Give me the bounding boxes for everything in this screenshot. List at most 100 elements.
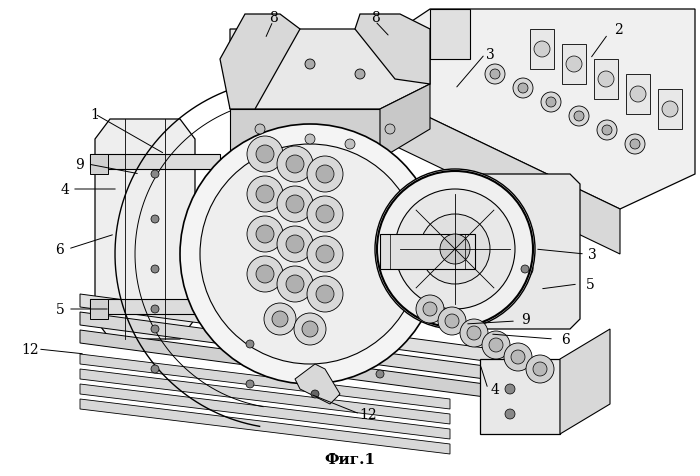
Circle shape <box>316 206 334 224</box>
Circle shape <box>247 137 283 173</box>
Circle shape <box>598 72 614 88</box>
Circle shape <box>630 87 646 103</box>
Circle shape <box>534 42 550 58</box>
Circle shape <box>490 70 500 80</box>
Polygon shape <box>90 299 108 319</box>
Polygon shape <box>658 90 682 130</box>
Circle shape <box>625 135 645 155</box>
Polygon shape <box>230 30 430 110</box>
Circle shape <box>311 390 319 398</box>
Circle shape <box>151 325 159 333</box>
Polygon shape <box>480 359 560 434</box>
Circle shape <box>662 102 678 118</box>
Polygon shape <box>230 110 380 159</box>
Circle shape <box>247 217 283 252</box>
Circle shape <box>416 296 444 323</box>
Circle shape <box>375 169 535 329</box>
Circle shape <box>246 380 254 388</box>
Text: 9: 9 <box>76 158 85 172</box>
Polygon shape <box>80 399 450 454</box>
Circle shape <box>533 362 547 376</box>
Circle shape <box>505 384 515 394</box>
Circle shape <box>438 307 466 335</box>
Text: 1: 1 <box>90 108 99 122</box>
Circle shape <box>272 311 288 327</box>
Circle shape <box>460 319 488 347</box>
Polygon shape <box>80 354 450 409</box>
Text: 2: 2 <box>614 23 622 37</box>
Circle shape <box>151 266 159 273</box>
Polygon shape <box>380 235 475 269</box>
Text: 9: 9 <box>521 312 529 327</box>
Polygon shape <box>626 75 650 115</box>
Polygon shape <box>295 364 340 404</box>
Text: 3: 3 <box>486 48 494 62</box>
Polygon shape <box>530 30 554 70</box>
Text: 6: 6 <box>561 332 569 346</box>
Circle shape <box>420 215 490 284</box>
Polygon shape <box>560 329 610 434</box>
Circle shape <box>294 313 326 345</box>
Circle shape <box>247 177 283 213</box>
Polygon shape <box>80 330 530 403</box>
Polygon shape <box>220 15 300 110</box>
Circle shape <box>264 303 296 335</box>
Circle shape <box>316 166 334 184</box>
Circle shape <box>286 236 304 253</box>
Circle shape <box>505 409 515 419</box>
Circle shape <box>504 343 532 371</box>
Circle shape <box>511 350 525 364</box>
Circle shape <box>482 331 510 359</box>
Circle shape <box>151 306 159 313</box>
Circle shape <box>602 126 612 136</box>
Circle shape <box>307 237 343 272</box>
Polygon shape <box>370 10 695 209</box>
Circle shape <box>256 266 274 283</box>
Polygon shape <box>430 10 470 60</box>
Circle shape <box>305 135 315 145</box>
Polygon shape <box>355 15 430 85</box>
Circle shape <box>489 338 503 352</box>
Polygon shape <box>90 155 108 175</box>
Circle shape <box>256 146 274 164</box>
Circle shape <box>445 314 459 328</box>
Circle shape <box>518 84 528 94</box>
Circle shape <box>302 321 318 337</box>
Polygon shape <box>470 175 580 329</box>
Polygon shape <box>95 120 195 339</box>
Circle shape <box>277 147 313 183</box>
Text: 4: 4 <box>491 382 499 396</box>
Text: 12: 12 <box>21 342 38 356</box>
Polygon shape <box>370 90 620 255</box>
Circle shape <box>440 235 470 265</box>
Circle shape <box>574 112 584 122</box>
Circle shape <box>246 340 254 348</box>
Text: 6: 6 <box>55 242 64 257</box>
Text: 4: 4 <box>61 183 69 197</box>
Circle shape <box>541 93 561 113</box>
Text: 5: 5 <box>586 278 594 291</box>
Circle shape <box>180 125 440 384</box>
Circle shape <box>286 276 304 293</box>
Circle shape <box>569 107 589 127</box>
Circle shape <box>151 365 159 373</box>
Polygon shape <box>80 312 530 385</box>
Text: 5: 5 <box>55 302 64 317</box>
Polygon shape <box>594 60 618 100</box>
Text: 8: 8 <box>370 11 379 25</box>
Polygon shape <box>90 155 220 169</box>
Circle shape <box>546 98 556 108</box>
Circle shape <box>316 246 334 263</box>
Circle shape <box>485 65 505 85</box>
Circle shape <box>385 125 395 135</box>
Circle shape <box>256 186 274 204</box>
Circle shape <box>345 140 355 149</box>
Polygon shape <box>80 369 450 424</box>
Circle shape <box>395 189 515 309</box>
Circle shape <box>307 277 343 312</box>
Circle shape <box>286 196 304 214</box>
Circle shape <box>247 257 283 292</box>
Circle shape <box>355 70 365 80</box>
Circle shape <box>307 157 343 193</box>
Circle shape <box>526 355 554 383</box>
